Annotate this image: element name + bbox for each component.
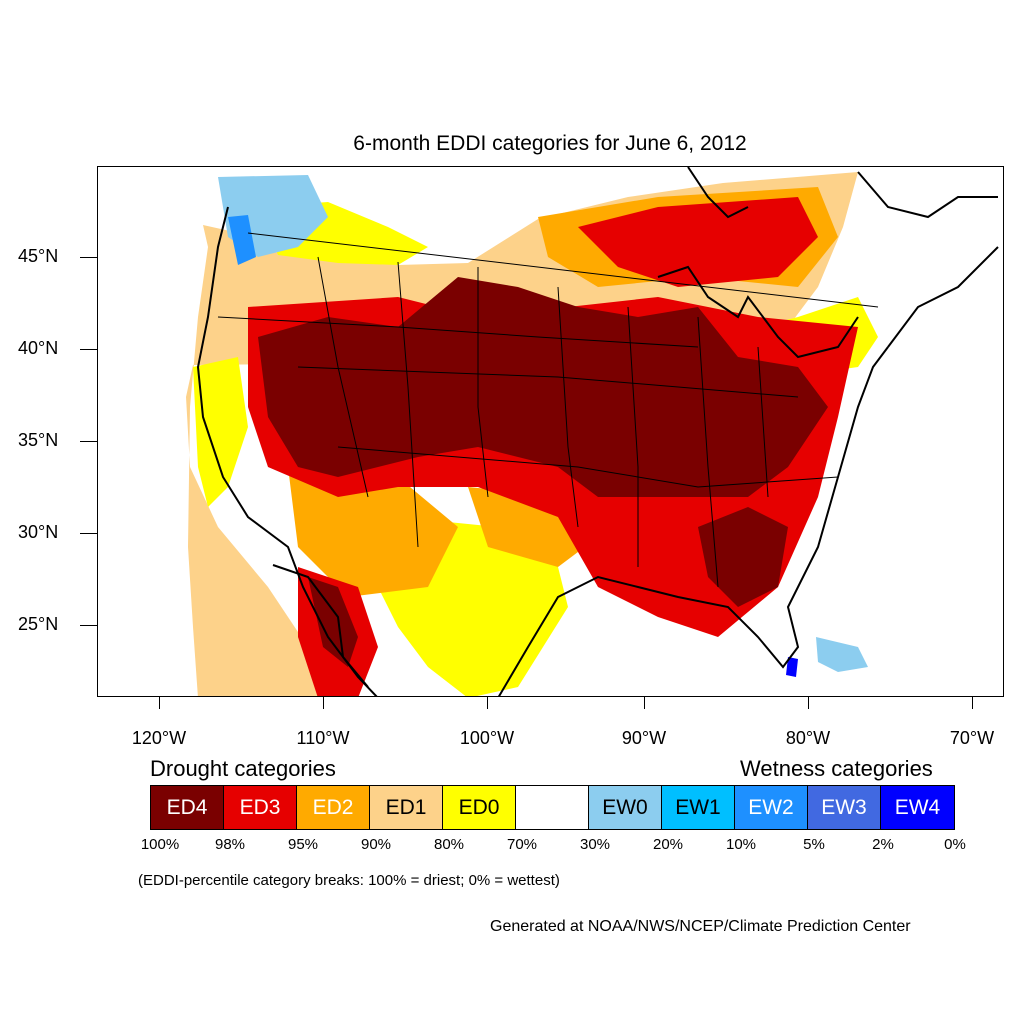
ed3-region-canada bbox=[578, 197, 818, 287]
percentile-label: 98% bbox=[214, 836, 246, 853]
lat-tick-45 bbox=[80, 257, 97, 258]
lon-tick-110 bbox=[323, 697, 324, 709]
legend-note: (EDDI-percentile category breaks: 100% =… bbox=[138, 872, 560, 889]
percentile-label: 2% bbox=[872, 836, 894, 853]
lon-tick-70 bbox=[972, 697, 973, 709]
eddi-map-canvas bbox=[186, 167, 999, 696]
lon-label-110: 110°W bbox=[296, 728, 350, 748]
lon-label-80: 80°W bbox=[785, 728, 831, 748]
lon-tick-80 bbox=[808, 697, 809, 709]
percentile-label: 80% bbox=[433, 836, 465, 853]
eddi-map bbox=[97, 166, 1004, 697]
drought-categories-heading: Drought categories bbox=[150, 756, 336, 781]
lon-label-70: 70°W bbox=[949, 728, 995, 748]
lat-tick-25 bbox=[80, 625, 97, 626]
legend-ew2: EW2 bbox=[735, 786, 808, 829]
legend-ew4: EW4 bbox=[881, 786, 954, 829]
percentile-label: 90% bbox=[360, 836, 392, 853]
credit-line: Generated at NOAA/NWS/NCEP/Climate Predi… bbox=[490, 918, 911, 935]
lon-tick-120 bbox=[159, 697, 160, 709]
lat-label-35: 35°N bbox=[18, 430, 59, 450]
percentile-label: 100% bbox=[140, 836, 180, 853]
legend-ed3: ED3 bbox=[224, 786, 297, 829]
lat-label-40: 40°N bbox=[18, 338, 59, 358]
lat-tick-30 bbox=[80, 533, 97, 534]
legend-ed2: ED2 bbox=[297, 786, 370, 829]
lon-tick-90 bbox=[644, 697, 645, 709]
ed0-region-west-coast bbox=[193, 357, 248, 507]
lon-label-90: 90°W bbox=[621, 728, 667, 748]
lon-label-120: 120°W bbox=[131, 728, 187, 748]
lat-label-45: 45°N bbox=[18, 246, 59, 266]
legend-ed1: ED1 bbox=[370, 786, 443, 829]
percentile-label: 0% bbox=[944, 836, 966, 853]
ew2-region-northwest bbox=[228, 215, 256, 265]
legend-ew1: EW1 bbox=[662, 786, 735, 829]
legend-ed4: ED4 bbox=[151, 786, 224, 829]
state-borders bbox=[217, 232, 879, 588]
ed4-region-baja bbox=[308, 577, 358, 667]
percentile-label: 5% bbox=[803, 836, 825, 853]
ed4-region-core bbox=[258, 277, 828, 497]
percentile-label: 95% bbox=[287, 836, 319, 853]
legend-normal bbox=[516, 786, 589, 829]
percentile-label: 10% bbox=[725, 836, 757, 853]
percentile-label: 30% bbox=[579, 836, 611, 853]
ew0-region-bahamas bbox=[816, 637, 868, 672]
ew4-region-bahamas bbox=[786, 657, 798, 677]
lat-label-30: 30°N bbox=[18, 522, 59, 542]
lat-tick-40 bbox=[80, 349, 97, 350]
lon-tick-100 bbox=[487, 697, 488, 709]
ed4-region-southeast bbox=[698, 507, 788, 607]
wetness-categories-heading: Wetness categories bbox=[740, 756, 933, 781]
coastlines bbox=[196, 167, 999, 696]
legend-ed0: ED0 bbox=[443, 786, 516, 829]
lat-label-25: 25°N bbox=[18, 614, 59, 634]
lat-tick-35 bbox=[80, 441, 97, 442]
legend-ew3: EW3 bbox=[808, 786, 881, 829]
percentile-label: 70% bbox=[506, 836, 538, 853]
category-legend: ED4 ED3 ED2 ED1 ED0 EW0 EW1 EW2 EW3 EW4 bbox=[150, 785, 955, 830]
legend-ew0: EW0 bbox=[589, 786, 662, 829]
percentile-label: 20% bbox=[652, 836, 684, 853]
lon-label-100: 100°W bbox=[459, 728, 515, 748]
map-title: 6-month EDDI categories for June 6, 2012 bbox=[353, 132, 747, 155]
